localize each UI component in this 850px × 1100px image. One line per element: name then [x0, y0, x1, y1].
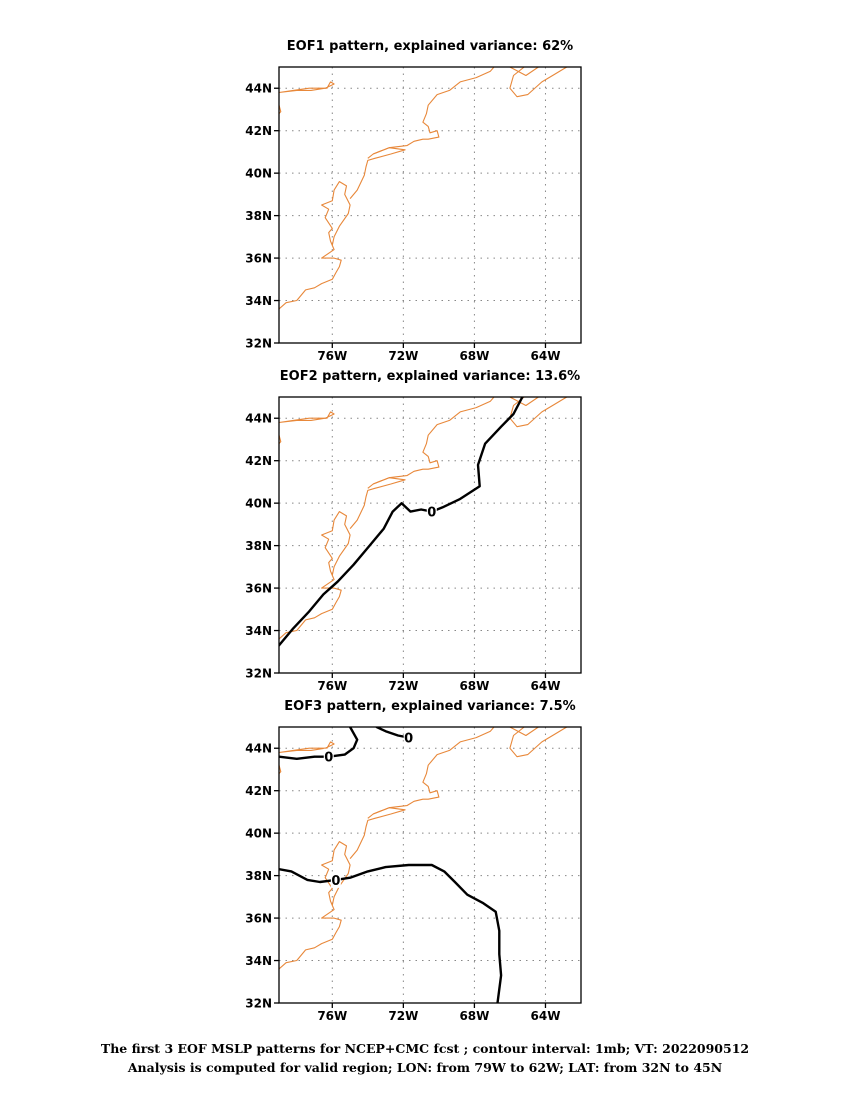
- lon-tick-label: 64W: [531, 1009, 561, 1023]
- panel-title: EOF1 pattern, explained variance: 62%: [287, 39, 573, 54]
- lat-tick-label: 42N: [245, 124, 272, 138]
- eof3-panel: EOF3 pattern, explained variance: 7.5%00…: [245, 699, 582, 1023]
- lon-tick-label: 72W: [388, 679, 418, 693]
- lon-tick-label: 68W: [459, 349, 489, 363]
- lon-tick-label: 76W: [317, 349, 347, 363]
- contour-label: 0: [331, 874, 340, 889]
- lat-tick-label: 38N: [245, 209, 272, 223]
- contours: 0: [279, 397, 524, 647]
- coastline: [509, 67, 568, 98]
- contour-label-bg: [426, 503, 437, 520]
- map-frame: [278, 396, 582, 674]
- coastlines: [279, 397, 568, 640]
- lat-tick-label: 34N: [245, 294, 272, 308]
- contour-line: [279, 727, 359, 760]
- lat-tick-label: 44N: [245, 742, 272, 756]
- panel-title: EOF3 pattern, explained variance: 7.5%: [284, 699, 575, 714]
- coastlines: [279, 67, 568, 310]
- lon-tick-label: 64W: [531, 679, 561, 693]
- lat-tick-label: 38N: [245, 869, 272, 883]
- coastline: [279, 181, 351, 310]
- lon-tick-label: 76W: [317, 1009, 347, 1023]
- contour-label: 0: [324, 751, 333, 766]
- coastline: [509, 67, 539, 77]
- contour-label: 0: [427, 506, 436, 521]
- lon-tick-label: 72W: [388, 349, 418, 363]
- coastlines: [279, 727, 568, 970]
- lat-tick-label: 40N: [245, 497, 272, 511]
- coastline: [279, 741, 335, 754]
- coastline: [372, 397, 495, 485]
- lat-tick-label: 42N: [245, 454, 272, 468]
- lat-tick-label: 40N: [245, 827, 272, 841]
- coastline: [509, 397, 568, 428]
- lon-tick-label: 68W: [459, 1009, 489, 1023]
- eof1-panel: EOF1 pattern, explained variance: 62% 32N…: [245, 39, 582, 363]
- lat-tick-label: 34N: [245, 624, 272, 638]
- gridlines: [279, 67, 581, 343]
- contour-label-bg: [323, 748, 334, 765]
- lon-tick-label: 72W: [388, 1009, 418, 1023]
- coastline: [279, 81, 335, 94]
- lat-tick-label: 32N: [245, 997, 272, 1011]
- contour-line: [279, 863, 503, 1003]
- lat-tick-label: 32N: [245, 337, 272, 351]
- eof2-panel: EOF2 pattern, explained variance: 13.6% 0…: [245, 369, 582, 693]
- map-frame: [278, 726, 582, 1004]
- lat-tick-label: 40N: [245, 167, 272, 181]
- lat-tick-label: 38N: [245, 539, 272, 553]
- caption-line-2: Analysis is computed for valid region; L…: [127, 1060, 723, 1075]
- gridlines: [279, 727, 581, 1003]
- coastline: [372, 67, 495, 155]
- lon-tick-label: 68W: [459, 679, 489, 693]
- contours: 0 0 0: [279, 727, 503, 1003]
- coastline: [279, 411, 335, 424]
- lat-tick-label: 36N: [245, 582, 272, 596]
- gridlines: [279, 397, 581, 673]
- lat-tick-label: 34N: [245, 954, 272, 968]
- coastline: [279, 511, 351, 640]
- lat-tick-label: 32N: [245, 667, 272, 681]
- lat-tick-label: 44N: [245, 412, 272, 426]
- map-frame: [278, 66, 582, 344]
- contour-label-bg: [403, 729, 414, 746]
- coastline: [509, 727, 568, 758]
- contour-line: [375, 727, 410, 739]
- lat-tick-label: 44N: [245, 82, 272, 96]
- coastline: [372, 727, 495, 815]
- lat-tick-label: 36N: [245, 252, 272, 266]
- lat-tick-label: 42N: [245, 784, 272, 798]
- coastline: [509, 397, 539, 407]
- contour-label-bg: [330, 871, 341, 888]
- lon-tick-label: 64W: [531, 349, 561, 363]
- caption-line-1: The first 3 EOF MSLP patterns for NCEP+C…: [100, 1041, 750, 1056]
- lon-tick-label: 76W: [317, 679, 347, 693]
- coastline: [279, 841, 351, 970]
- panel-title: EOF2 pattern, explained variance: 13.6%: [280, 369, 580, 384]
- contour-line: [279, 397, 524, 647]
- coastline: [509, 727, 539, 737]
- contour-label: 0: [404, 732, 413, 747]
- lat-tick-label: 36N: [245, 912, 272, 926]
